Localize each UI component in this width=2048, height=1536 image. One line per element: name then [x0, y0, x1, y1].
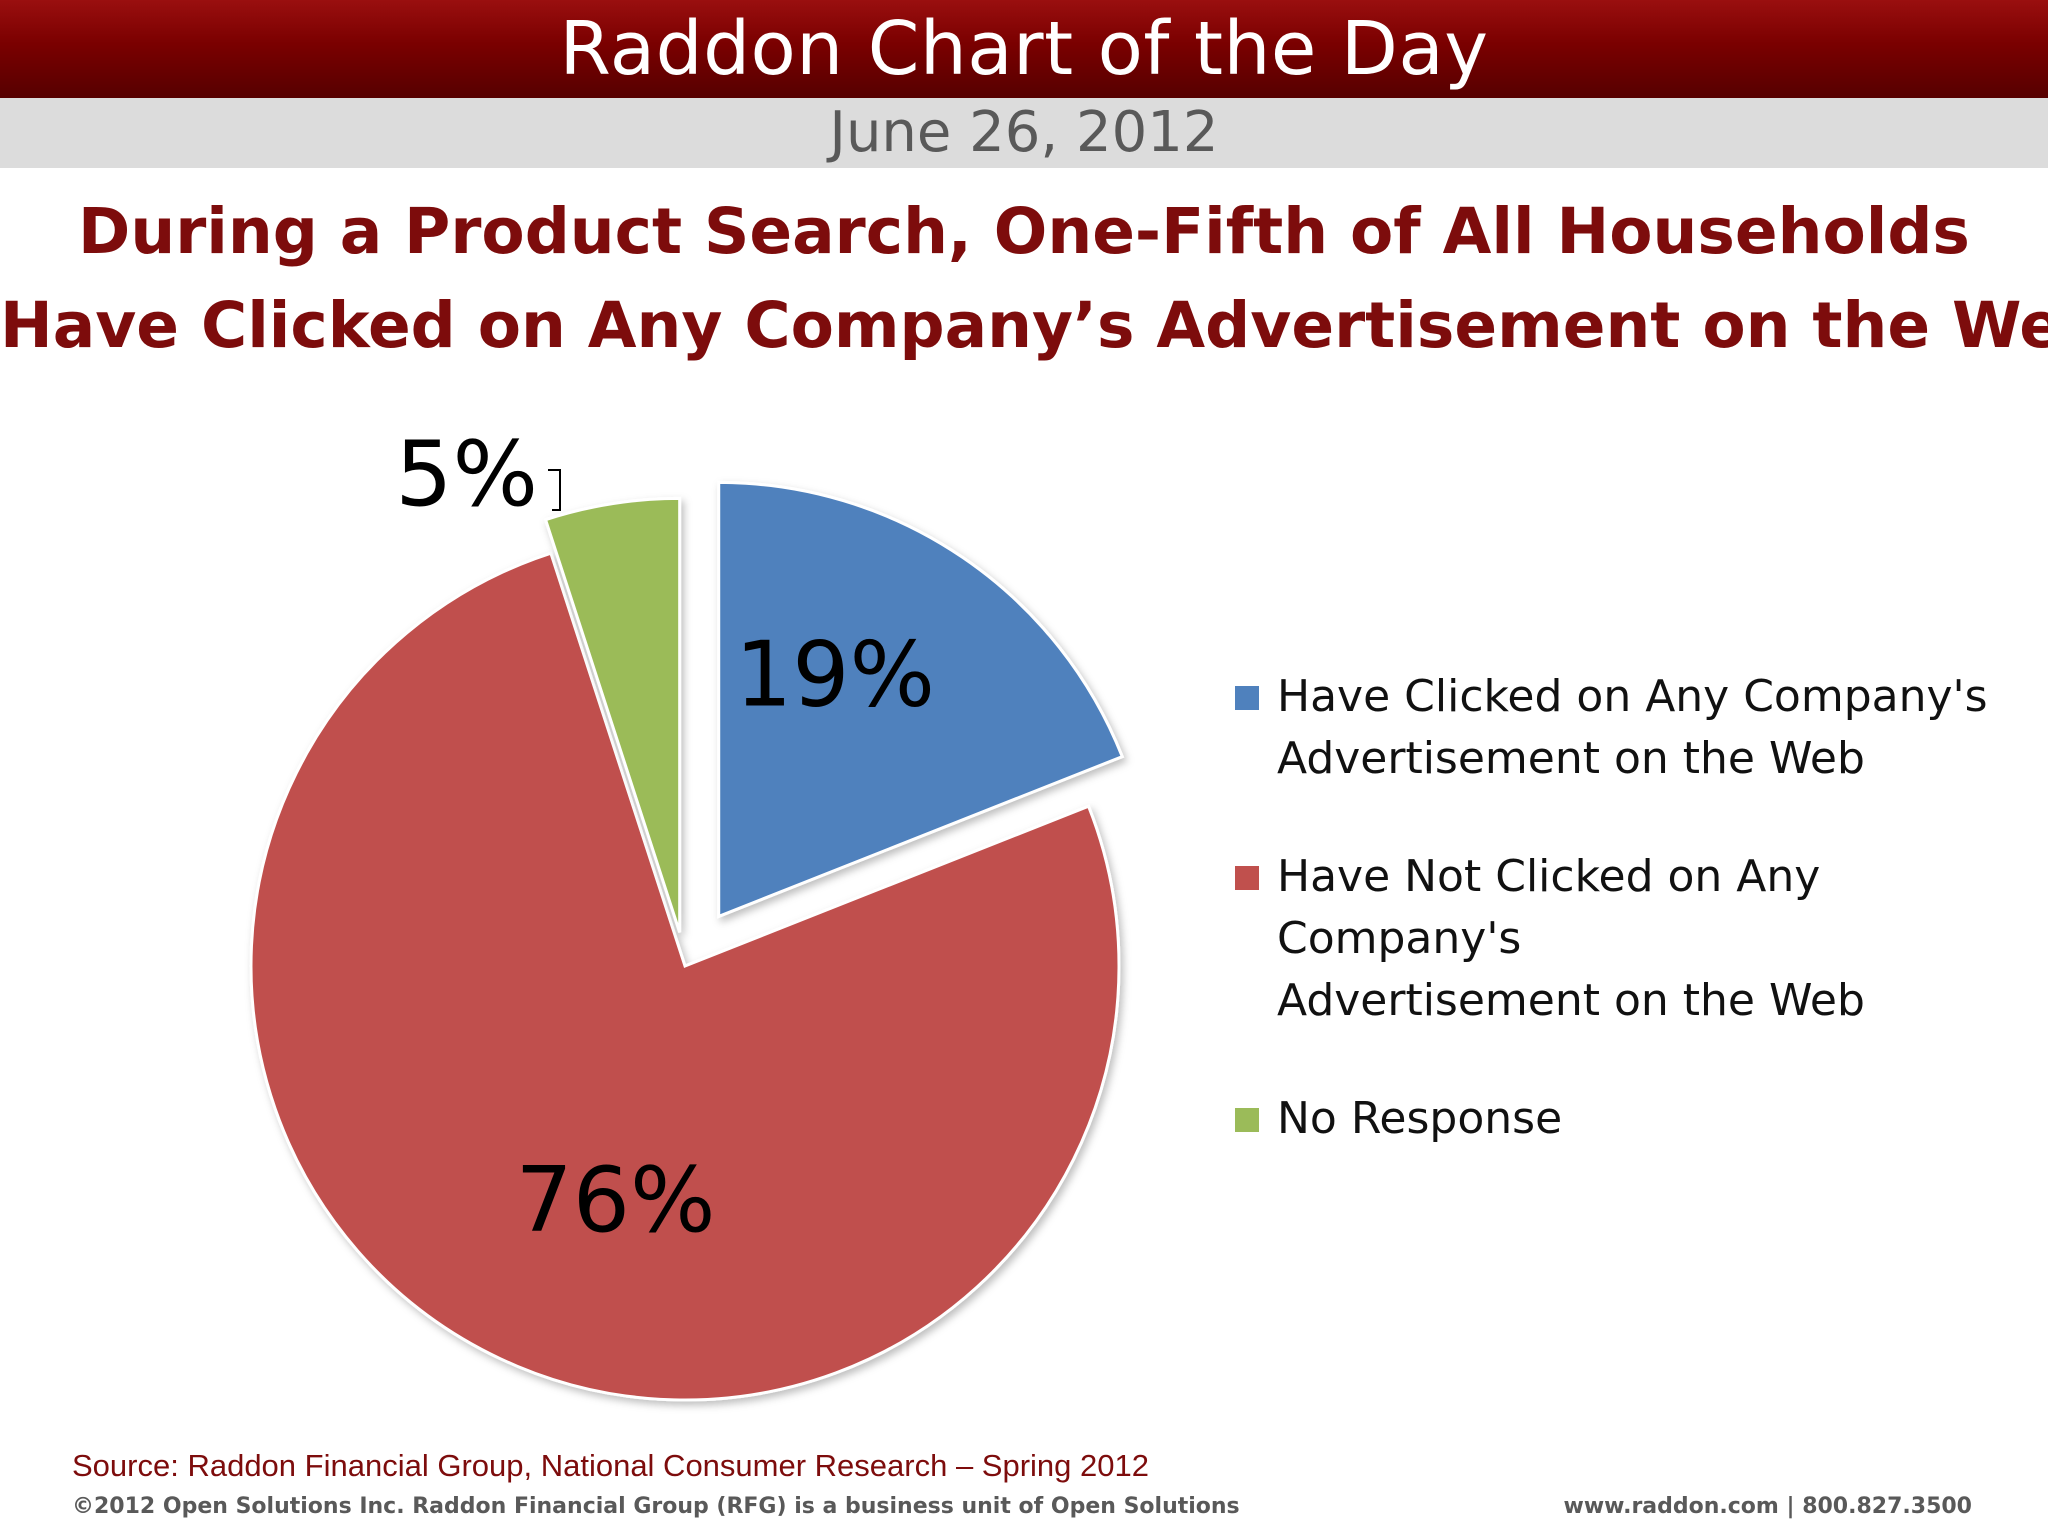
legend-swatch-no-response: [1235, 1108, 1259, 1132]
legend-swatch-not-clicked: [1235, 866, 1259, 890]
source-note: Source: Raddon Financial Group, National…: [72, 1448, 1149, 1483]
leader-line-no-response: [548, 469, 561, 511]
date-band: June 26, 2012: [0, 98, 2048, 168]
legend-label-not-clicked: Have Not Clicked on Any Company's Advert…: [1277, 851, 1865, 1026]
legend-item-clicked: Have Clicked on Any Company's Advertisem…: [1235, 666, 2035, 790]
legend-item-not-clicked: Have Not Clicked on Any Company's Advert…: [1235, 846, 2035, 1032]
headline-line-1: During a Product Search, One-Fifth of Al…: [78, 195, 1970, 268]
headline-line-2: Have Clicked on Any Company’s Advertisem…: [0, 289, 2048, 362]
data-label-no-response: 5%: [395, 422, 538, 527]
legend-swatch-clicked: [1235, 686, 1259, 710]
slice-no-response: [543, 496, 682, 933]
page-date: June 26, 2012: [829, 100, 1219, 165]
slice-clicked: [717, 480, 1125, 919]
copyright-note: ©2012 Open Solutions Inc. Raddon Financi…: [72, 1494, 1240, 1519]
contact-info: www.raddon.com | 800.827.3500: [1563, 1494, 1972, 1519]
chart-legend: Have Clicked on Any Company's Advertisem…: [1235, 666, 2035, 1206]
data-label-not-clicked: 76%: [516, 1148, 716, 1253]
page-title: Raddon Chart of the Day: [559, 6, 1489, 92]
slice-not-clicked: [249, 551, 1121, 1402]
data-label-clicked: 19%: [735, 623, 935, 728]
legend-label-no-response: No Response: [1277, 1093, 1563, 1144]
header-banner: Raddon Chart of the Day: [0, 0, 2048, 98]
chart-headline: During a Product Search, One-Fifth of Al…: [0, 185, 2048, 373]
legend-label-clicked: Have Clicked on Any Company's Advertisem…: [1277, 671, 1988, 784]
legend-item-no-response: No Response: [1235, 1088, 2035, 1150]
